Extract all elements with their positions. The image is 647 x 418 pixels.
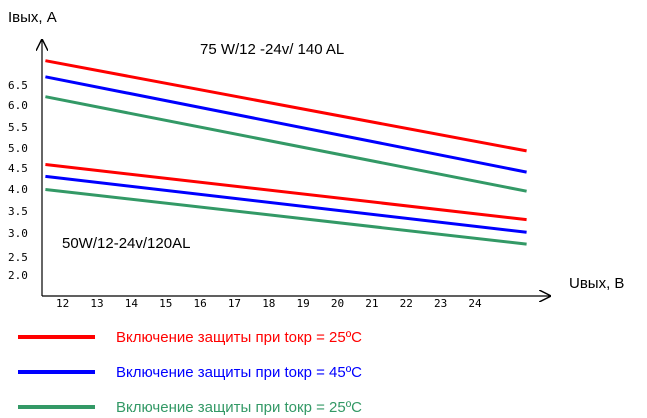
annotation-label: 75 W/12 -24v/ 140 AL [200,41,344,58]
x-tick-label: 16 [193,297,206,310]
x-tick-label: 17 [228,297,241,310]
x-tick-label: 13 [90,297,103,310]
legend-label-2: Включение защиты при tокр = 45ºC [116,364,362,381]
y-tick-label: 2.0 [8,269,28,282]
y-tick-label: 4.0 [8,183,28,196]
series-line-1 [45,59,527,153]
series-line-6 [45,188,527,246]
x-tick-label: 20 [331,297,344,310]
series-line-3 [45,95,527,193]
x-tick-label: 24 [468,297,482,310]
x-tick-label: 23 [434,297,447,310]
y-tick-label: 5.0 [8,142,28,155]
y-tick-label: 2.5 [8,251,28,264]
series-line-4 [45,163,527,222]
y-tick-label: 6.0 [8,99,28,112]
x-tick-label: 12 [56,297,69,310]
x-axis-title: Uвых, В [569,275,624,292]
legend-label-1: Включение защиты при tокр = 25ºC [116,329,362,346]
y-tick-label: 3.0 [8,227,28,240]
x-tick-label: 22 [400,297,413,310]
series-line-2 [45,75,527,174]
series-line-5 [45,174,527,234]
y-tick-label: 5.5 [8,121,28,134]
annotation-label: 50W/12-24v/120AL [62,235,190,252]
legend-label-3: Включение защиты при tокр = 25ºC [116,399,362,416]
y-tick-label: 6.5 [8,79,28,92]
x-tick-label: 18 [262,297,275,310]
x-tick-label: 15 [159,297,172,310]
x-tick-label: 19 [297,297,310,310]
y-tick-label: 3.5 [8,205,28,218]
x-tick-label: 14 [125,297,139,310]
y-axis-title: Iвых, А [8,9,57,26]
x-tick-label: 21 [365,297,378,310]
y-tick-label: 4.5 [8,162,28,175]
